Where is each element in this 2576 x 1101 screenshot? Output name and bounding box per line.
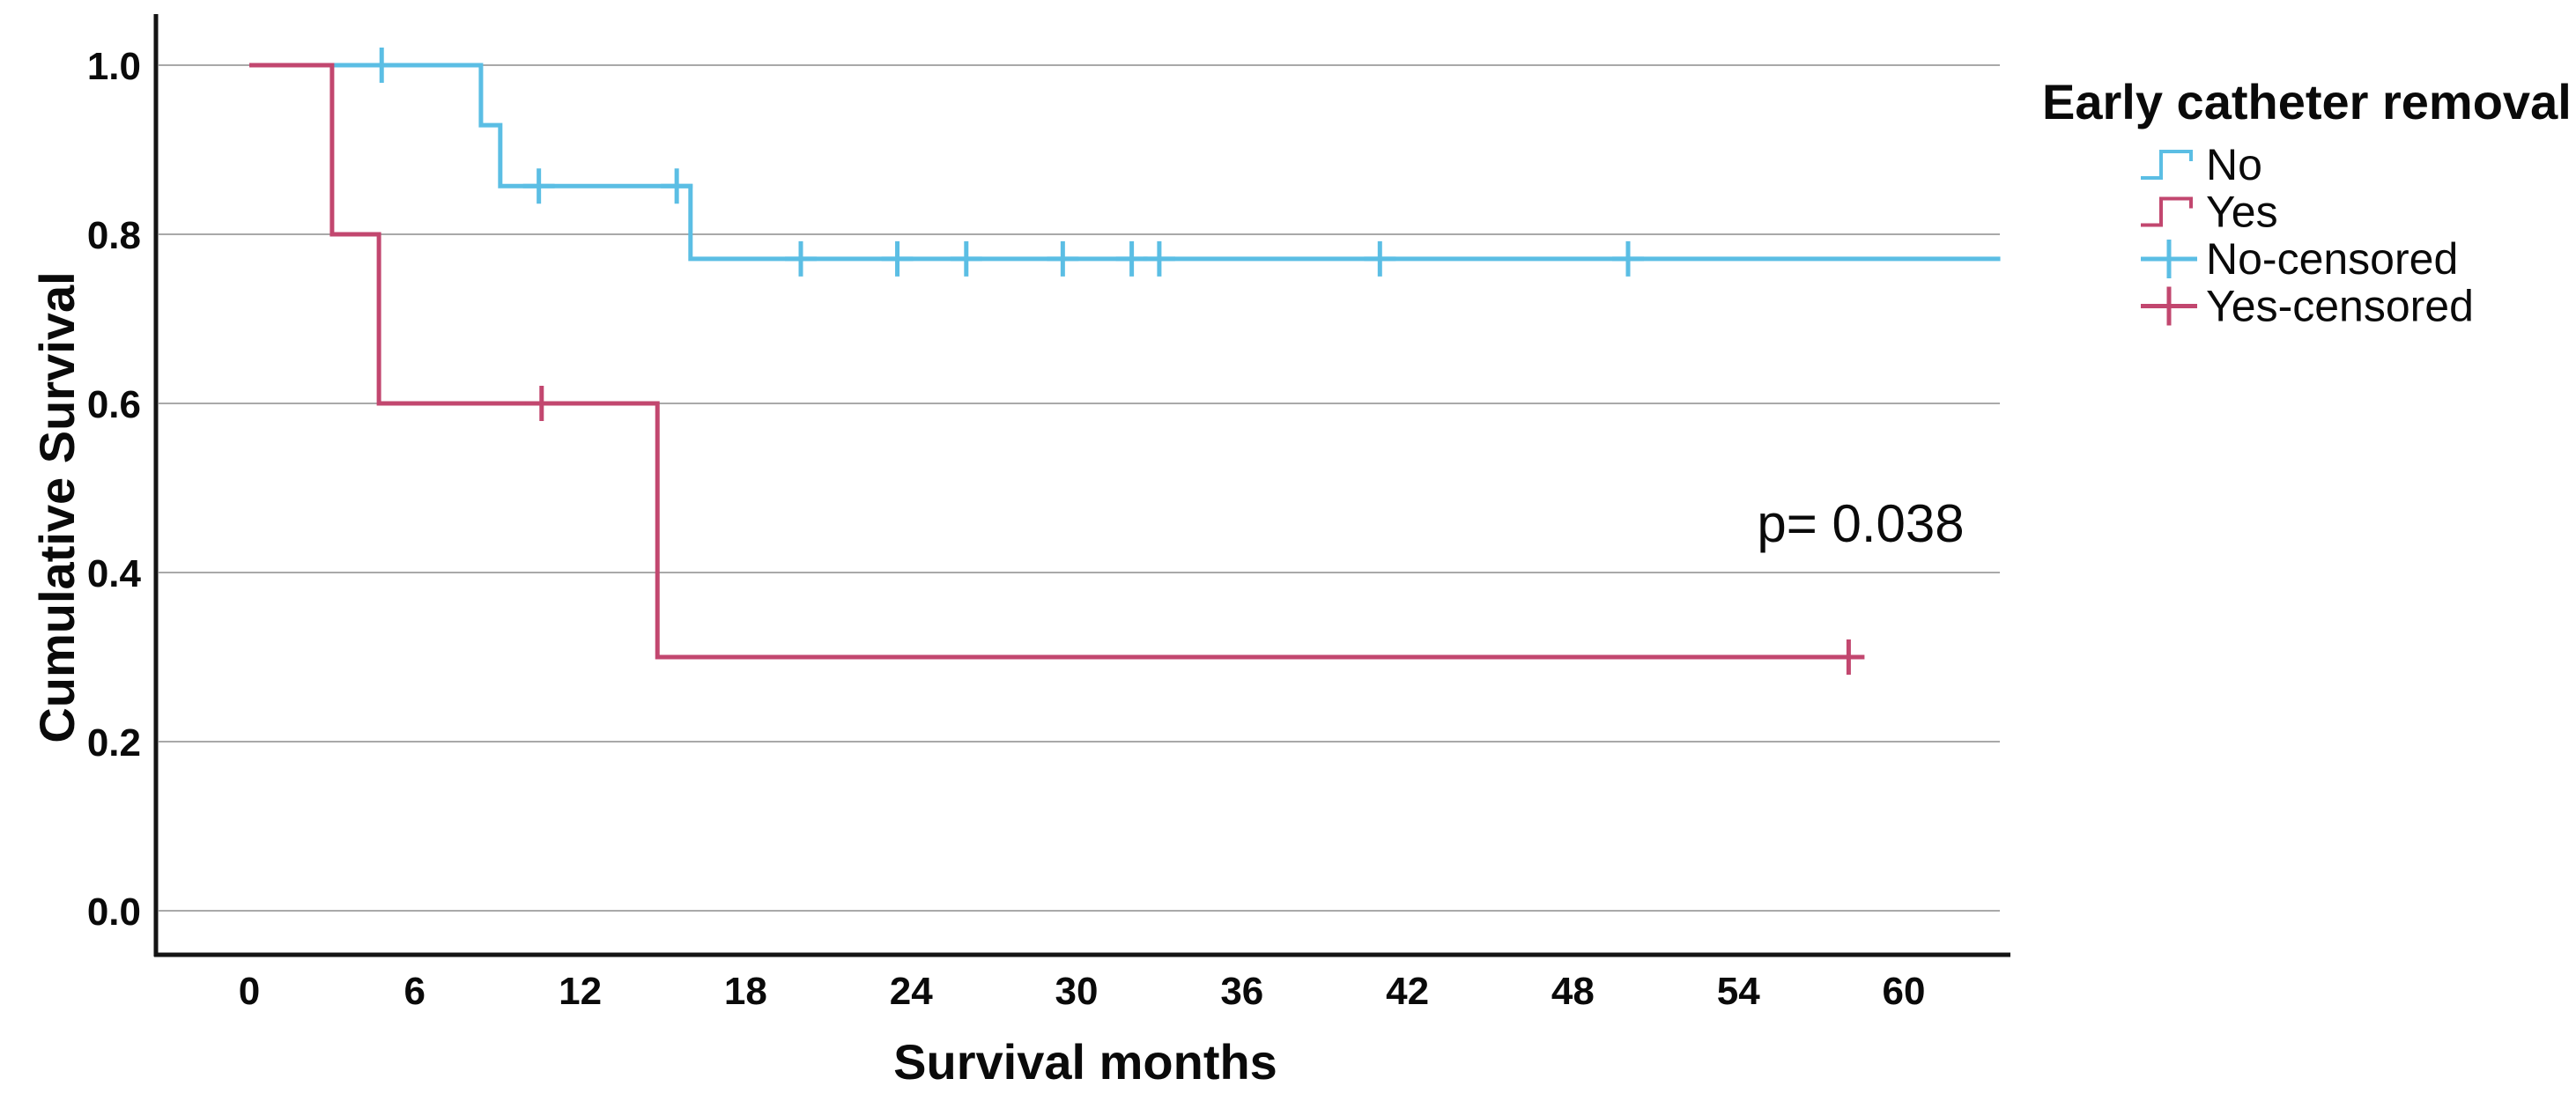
- censor-mark-no: [1612, 240, 1644, 277]
- yes-line-icon: [2141, 196, 2193, 227]
- legend-item-no: No: [2141, 140, 2262, 189]
- p-value-annotation: p= 0.038: [1757, 494, 1964, 553]
- yes-censored-censor-icon: [2141, 286, 2197, 326]
- legend-item-yes-censored: Yes-censored: [2141, 282, 2474, 331]
- censor-mark-no: [522, 168, 555, 204]
- x-tick-label: 54: [1717, 970, 1760, 1013]
- x-axis-tick-labels: 0 6 12 18 24 30 36 42 48 54 60: [239, 970, 1926, 1013]
- censor-mark-yes: [1832, 639, 1865, 675]
- y-tick-label: 0.2: [87, 721, 141, 765]
- survival-curve-no: [249, 63, 2001, 262]
- legend-item-no-censored: No-censored: [2141, 234, 2458, 284]
- gridlines: [159, 64, 2000, 912]
- y-tick-label: 0.0: [87, 890, 141, 934]
- legend-title: Early catheter removal: [2042, 74, 2572, 129]
- censor-mark-no: [785, 240, 817, 277]
- legend-item-yes: Yes: [2141, 188, 2278, 237]
- legend: Early catheter removal NoYesNo-censoredY…: [2042, 74, 2572, 331]
- no-line-icon: [2141, 150, 2193, 180]
- x-tick-label: 0: [239, 970, 260, 1013]
- x-tick-label: 12: [559, 970, 602, 1013]
- x-tick-label: 18: [724, 970, 767, 1013]
- legend-item-label: Yes-censored: [2206, 282, 2474, 331]
- y-axis-title: Cumulative Survival: [29, 271, 85, 743]
- x-tick-label: 24: [890, 970, 933, 1013]
- censor-mark-yes: [525, 386, 558, 421]
- y-tick-label: 0.8: [87, 214, 141, 257]
- censor-mark-no: [1143, 240, 1175, 277]
- x-axis-title: Survival months: [893, 1034, 1277, 1090]
- x-tick-label: 6: [404, 970, 426, 1013]
- x-tick-label: 48: [1551, 970, 1595, 1013]
- censor-mark-no: [950, 240, 982, 277]
- censor-mark-no: [1115, 240, 1148, 277]
- survival-curve-yes: [249, 63, 1860, 660]
- censor-mark-no: [366, 48, 398, 83]
- legend-item-label: No: [2206, 140, 2262, 189]
- y-axis-tick-labels: 0.0 0.2 0.4 0.6 0.8 1.0: [87, 45, 142, 934]
- y-tick-label: 0.4: [87, 552, 142, 595]
- y-tick-label: 1.0: [87, 45, 141, 88]
- axes: [153, 14, 2010, 957]
- x-tick-label: 30: [1055, 970, 1099, 1013]
- legend-item-label: Yes: [2206, 188, 2278, 237]
- no-censored-censor-icon: [2141, 240, 2197, 278]
- censor-mark-no: [1364, 240, 1396, 277]
- survival-curves: [249, 48, 2001, 675]
- x-tick-label: 36: [1220, 970, 1263, 1013]
- censor-mark-no: [1047, 240, 1079, 277]
- censor-mark-no: [881, 240, 914, 277]
- censor-mark-no: [661, 168, 693, 204]
- y-tick-label: 0.6: [87, 383, 141, 426]
- legend-item-label: No-censored: [2206, 234, 2458, 284]
- x-tick-label: 42: [1386, 970, 1429, 1013]
- x-tick-label: 60: [1883, 970, 1926, 1013]
